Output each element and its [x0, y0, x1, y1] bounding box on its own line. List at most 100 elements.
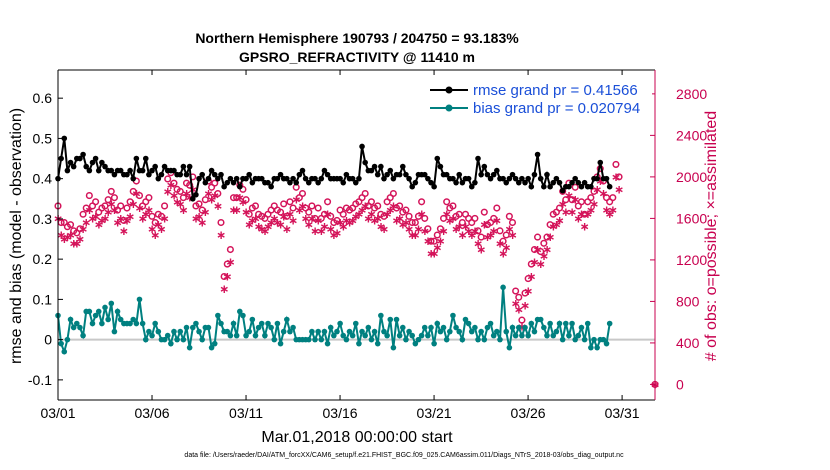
assimilated-obs-point: ∗: [163, 184, 173, 198]
assimilated-obs-point: ∗: [407, 228, 417, 242]
possible-obs-point: [615, 173, 623, 181]
bias-point: [434, 320, 441, 327]
rmse-point: [509, 171, 516, 178]
assimilated-obs-point: ∗: [150, 228, 160, 242]
possible-obs-point: [521, 289, 529, 297]
rmse-point: [359, 143, 365, 150]
x-axis-label: Mar.01,2018 00:00:00 start: [261, 429, 453, 446]
assimilated-obs-point: ∗: [457, 228, 467, 242]
possible-obs-point: [537, 248, 545, 256]
rmse-point: [459, 179, 466, 186]
bias-point: [99, 320, 105, 327]
bias-point: [337, 320, 343, 327]
rmse-point: [512, 175, 519, 182]
assimilated-obs-point: ∗: [464, 224, 474, 238]
assimilated-obs-point: ∗: [413, 222, 423, 236]
possible-obs-point: [477, 233, 485, 241]
assimilated-obs-point: ∗: [348, 213, 358, 227]
rmse-point: [503, 179, 510, 186]
assimilated-obs-point: ∗: [323, 207, 333, 221]
rmse-point: [396, 171, 403, 178]
assimilated-obs-point: ∗: [238, 195, 248, 209]
assimilated-obs-point: ∗: [536, 257, 546, 271]
bias-point: [321, 328, 328, 335]
possible-obs-point: [82, 204, 90, 212]
assimilated-obs-point: ∗: [373, 211, 383, 225]
assimilated-obs-point: ∗: [366, 207, 376, 221]
bias-point: [74, 320, 80, 327]
rmse-point: [205, 175, 212, 182]
bias-point: [556, 320, 563, 327]
assimilated-obs-point: ∗: [260, 224, 270, 238]
possible-obs-point: [424, 225, 432, 233]
assimilated-obs-point: ∗: [169, 189, 179, 203]
bias-point: [584, 320, 591, 327]
assimilated-obs-point: ∗: [605, 207, 615, 221]
rmse-point: [274, 175, 281, 182]
possible-obs-point: [612, 160, 620, 168]
bias-point: [509, 324, 516, 331]
possible-obs-point: [508, 218, 517, 227]
bias-point: [387, 316, 394, 323]
possible-obs-point: [427, 237, 435, 245]
y-right-tick-label: 2800: [676, 86, 707, 102]
bias-point: [503, 328, 510, 335]
rmse-point: [494, 167, 500, 174]
assimilated-obs-point: ∗: [62, 230, 72, 244]
assimilated-obs-point: ∗: [398, 218, 408, 232]
assimilated-obs-point: ∗: [551, 218, 561, 232]
bias-point: [262, 332, 268, 339]
bias-point: [472, 324, 478, 331]
rmse-point: [581, 179, 588, 186]
rmse-point: [218, 171, 224, 178]
bias-point: [409, 332, 415, 339]
assimilated-obs-point: ∗: [297, 199, 307, 213]
assimilated-obs-point: ∗: [442, 207, 452, 221]
rmse-point: [227, 175, 234, 182]
possible-obs-point: [157, 212, 165, 220]
possible-obs-point: [286, 198, 294, 206]
bias-point: [371, 328, 378, 335]
rmse-point: [362, 159, 368, 166]
assimilated-obs-point: ∗: [598, 186, 608, 200]
assimilated-obs-point: ∗: [495, 236, 505, 250]
possible-obs-point: [436, 225, 444, 233]
possible-obs-point: [534, 233, 542, 241]
assimilated-obs-point: ∗: [489, 224, 499, 238]
rmse-point: [606, 183, 613, 190]
assimilated-obs-point: ∗: [276, 218, 286, 232]
bias-point: [447, 328, 453, 335]
bias-point: [155, 328, 162, 335]
possible-obs-point: [198, 206, 206, 214]
possible-obs-point: [251, 202, 260, 210]
rmse-point: [525, 175, 531, 182]
rmse-point: [456, 171, 463, 178]
bias-point: [230, 320, 237, 327]
rmse-point: [588, 183, 594, 190]
assimilated-obs-point: ∗: [354, 207, 364, 221]
assimilated-obs-point: ∗: [207, 193, 217, 207]
bias-point: [86, 308, 93, 315]
possible-obs-point: [499, 237, 507, 245]
assimilated-obs-point: ∗: [134, 201, 144, 215]
assimilated-obs-point: ∗: [391, 213, 401, 227]
bias-point: [490, 332, 497, 339]
assimilated-obs-point: ∗: [351, 209, 361, 223]
rmse-point: [186, 163, 193, 170]
bias-point: [459, 336, 466, 343]
y-left-tick-label: 0.2: [33, 251, 53, 267]
bias-point: [352, 320, 359, 327]
assimilated-obs-point: ∗: [554, 213, 564, 227]
assimilated-obs-point: ∗: [360, 199, 370, 213]
possible-obs-point: [571, 183, 579, 191]
rmse-point: [77, 155, 83, 162]
bias-point: [588, 344, 594, 351]
assimilated-obs-point: ∗: [282, 222, 292, 236]
assimilated-obs-point: ∗: [370, 213, 380, 227]
assimilated-obs-point: ∗: [72, 236, 82, 250]
bias-point: [365, 324, 372, 331]
assimilated-obs-point: ∗: [191, 211, 201, 225]
rmse-point: [155, 175, 162, 182]
bias-point: [114, 308, 121, 315]
legend-box: [420, 78, 652, 120]
